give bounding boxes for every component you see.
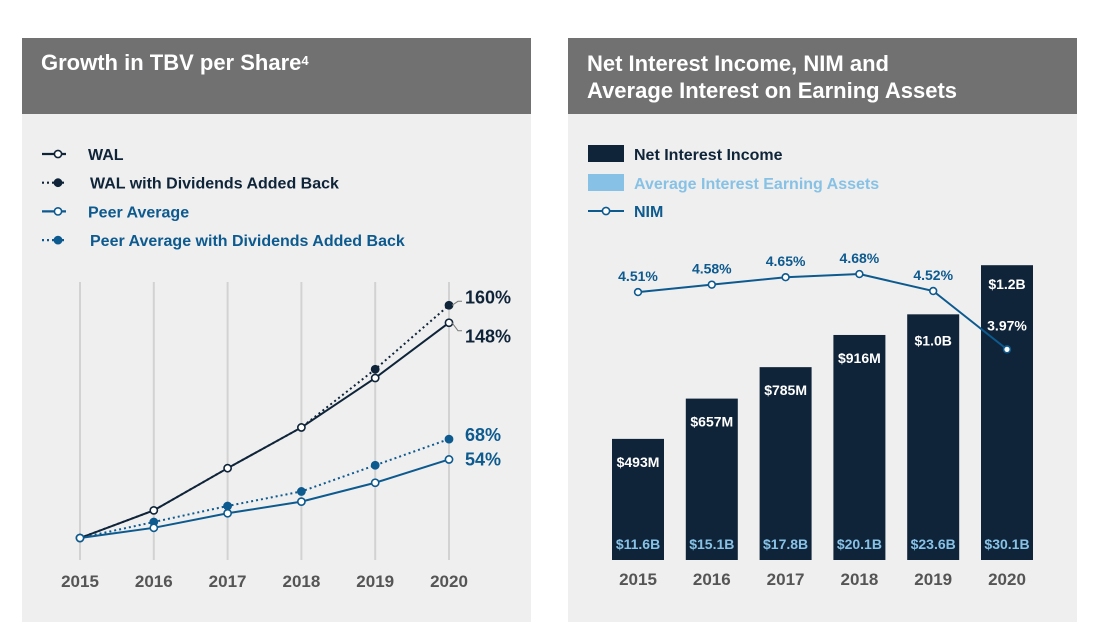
bar-2019 <box>907 314 960 560</box>
x-tick-label-2015: 2015 <box>619 570 657 589</box>
nim-point-2020 <box>1002 345 1012 354</box>
x-tick-label-2016: 2016 <box>693 570 731 589</box>
bar-value-label-2020: $1.2B <box>988 276 1025 292</box>
legend-label-2: Peer Average <box>88 204 189 221</box>
x-tick-label-2016: 2016 <box>135 572 173 591</box>
series-point-2-5 <box>444 455 454 464</box>
series-point-2-2 <box>223 508 232 518</box>
legend-label-nii: Net Interest Income <box>634 147 783 164</box>
series-line-2 <box>79 458 450 539</box>
legend-marker-0 <box>53 149 63 159</box>
x-tick-label-2015: 2015 <box>61 572 99 591</box>
x-tick-label-2018: 2018 <box>282 572 320 591</box>
series-point-2-4 <box>370 478 380 488</box>
series-point-0-5 <box>444 318 454 328</box>
tbv-line-chart: 2015 2016 2017 2018 2019 2020 WAL WAL with Divi… <box>42 147 511 591</box>
series-point-3-4 <box>370 460 380 470</box>
x-tick-label-2020: 2020 <box>988 570 1026 589</box>
nii-nim-panel: Net Interest Income, NIM and Average Int… <box>568 38 1077 622</box>
bar-2016 <box>685 398 738 560</box>
series-line-1 <box>79 304 450 539</box>
nim-line <box>637 273 1008 351</box>
end-leader-0 <box>451 322 462 332</box>
x-tick-label-2019: 2019 <box>914 570 952 589</box>
nim-value-label-2020: 3.97% <box>987 317 1027 333</box>
series-point-0-2 <box>223 463 232 473</box>
series-point-0-1 <box>149 505 159 515</box>
series-point-2-1 <box>149 523 159 533</box>
nii-panel-header: Net Interest Income, NIM and Average Int… <box>568 38 1077 114</box>
bar-value-label-2016: $657M <box>690 414 733 430</box>
bar-value-label-2019: $1.0B <box>915 332 952 348</box>
nim-point-2017 <box>781 273 790 282</box>
legend-label-assets: Average Interest Earning Assets <box>634 176 879 193</box>
end-label-2: 54% <box>465 449 501 469</box>
asset-value-label-2018: $20.1B <box>837 536 882 552</box>
series-line-0 <box>79 321 450 539</box>
x-tick-label-2018: 2018 <box>840 570 878 589</box>
nim-value-label-2017: 4.65% <box>766 253 806 269</box>
series-point-2-3 <box>296 497 306 507</box>
nim-value-label-2019: 4.52% <box>913 267 953 283</box>
nii-title-line-2: Average Interest on Earning Assets <box>587 78 958 103</box>
x-tick-label-2020: 2020 <box>430 572 468 591</box>
nii-chart-title: Net Interest Income, NIM and Average Int… <box>587 50 957 104</box>
x-tick-label-2019: 2019 <box>356 572 394 591</box>
bar-value-label-2017: $785M <box>764 382 807 398</box>
series-point-3-3 <box>296 487 306 496</box>
end-leader-1 <box>451 300 462 306</box>
asset-value-label-2016: $15.1B <box>689 536 734 552</box>
series-point-2-0 <box>75 533 85 543</box>
series-point-1-4 <box>370 364 380 374</box>
nim-value-label-2015: 4.51% <box>618 268 658 284</box>
bar-2018 <box>833 334 886 560</box>
legend-marker-3 <box>53 235 63 245</box>
asset-value-label-2015: $11.6B <box>616 536 660 552</box>
legend-label-0: WAL <box>88 147 124 164</box>
end-label-1: 160% <box>465 287 511 307</box>
tbv-chart-title: Growth in TBV per Share4 <box>41 49 309 76</box>
tbv-growth-panel: Growth in TBV per Share4 2015 2016 2017 201… <box>22 38 531 622</box>
nim-point-2019 <box>929 286 938 296</box>
legend-marker-2 <box>53 206 63 216</box>
legend-marker-1 <box>53 178 63 188</box>
tbv-title-text: Growth in TBV per Share <box>41 50 302 75</box>
nii-bar-chart: Net Interest Income Average Interest Earn… <box>588 145 1033 589</box>
tbv-title-footnote: 4 <box>301 53 309 68</box>
bar-2017 <box>759 367 812 560</box>
legend-label-nim: NIM <box>634 204 663 221</box>
asset-value-label-2017: $17.8B <box>763 536 808 552</box>
end-label-3: 68% <box>465 425 501 445</box>
x-tick-label-2017: 2017 <box>209 572 247 591</box>
legend-swatch-nii <box>588 145 624 162</box>
legend-swatch-assets <box>588 174 624 191</box>
nim-point-2015 <box>633 287 643 297</box>
asset-value-label-2019: $23.6B <box>911 536 956 552</box>
series-point-1-5 <box>444 300 454 310</box>
legend-label-1: WAL with Dividends Added Back <box>90 176 339 193</box>
bar-2015 <box>612 438 664 560</box>
nim-value-label-2018: 4.68% <box>840 250 880 266</box>
nii-title-line-1: Net Interest Income, NIM and <box>587 51 889 76</box>
legend-label-3: Peer Average with Dividends Added Back <box>90 233 405 250</box>
series-point-3-5 <box>444 434 454 444</box>
legend-marker-nim <box>601 206 611 216</box>
end-label-0: 148% <box>465 327 511 347</box>
bar-value-label-2018: $916M <box>838 350 881 366</box>
nim-value-label-2016: 4.58% <box>692 261 732 277</box>
bar-2020 <box>981 265 1033 560</box>
series-line-3 <box>79 438 450 539</box>
tbv-panel-header: Growth in TBV per Share4 <box>22 38 531 114</box>
nim-point-2016 <box>707 280 717 289</box>
nim-point-2018 <box>855 269 864 279</box>
x-tick-label-2017: 2017 <box>767 570 805 589</box>
series-point-0-4 <box>370 373 380 383</box>
asset-value-label-2020: $30.1B <box>984 536 1029 552</box>
series-point-3-2 <box>223 501 232 511</box>
bar-value-label-2015: $493M <box>617 454 660 470</box>
series-point-0-3 <box>296 423 306 432</box>
